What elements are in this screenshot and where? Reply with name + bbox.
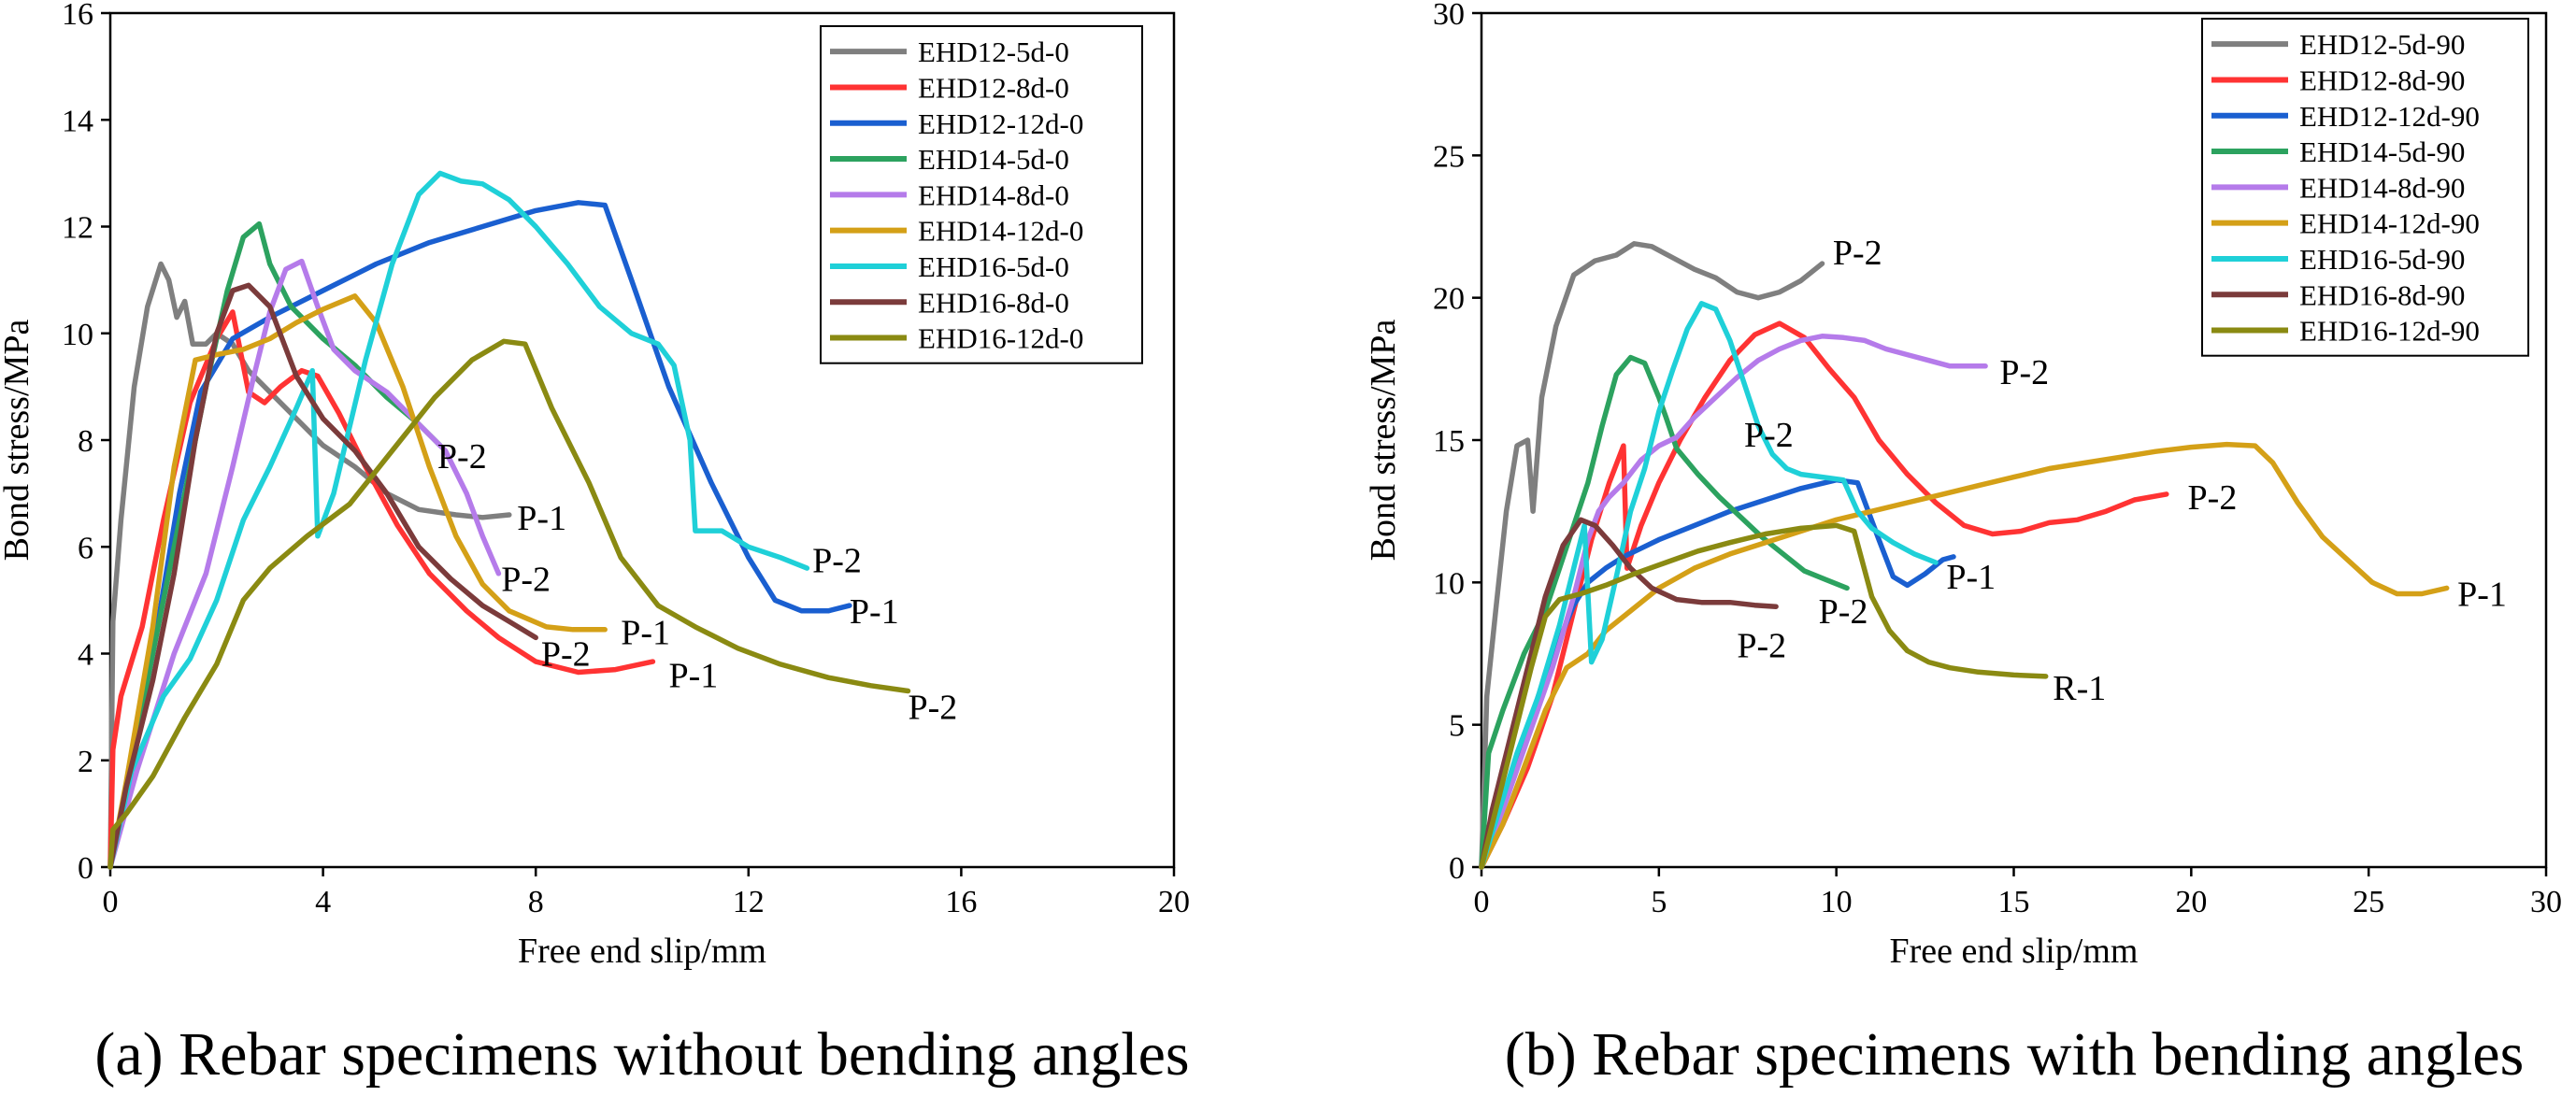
legend-label: EHD16-8d-90 bbox=[2299, 278, 2465, 311]
legend-label: EHD12-12d-0 bbox=[918, 107, 1083, 140]
y-tick-label: 10 bbox=[62, 318, 93, 352]
y-tick-label: 20 bbox=[1433, 282, 1465, 317]
legend-label: EHD12-5d-90 bbox=[2299, 28, 2465, 61]
y-tick-label: 14 bbox=[62, 104, 93, 138]
legend-label: EHD14-5d-0 bbox=[918, 143, 1069, 176]
series-line-ehd12-8d-0 bbox=[107, 309, 656, 870]
x-tick-label: 16 bbox=[945, 885, 977, 919]
x-tick-label: 0 bbox=[1474, 885, 1490, 919]
panel-caption: (b) Rebar specimens with bending angles bbox=[1505, 1020, 2525, 1089]
failure-mode-label: P-1 bbox=[850, 592, 899, 632]
failure-mode-label: P-2 bbox=[2188, 478, 2238, 518]
series-line-ehd12-12d-0 bbox=[107, 200, 852, 870]
series-line-ehd14-12d-0 bbox=[107, 293, 608, 870]
failure-mode-label: P-2 bbox=[1833, 234, 1882, 273]
y-tick-label: 10 bbox=[1433, 566, 1465, 601]
legend-label: EHD14-8d-0 bbox=[918, 178, 1069, 211]
failure-mode-label: P-2 bbox=[1737, 626, 1786, 665]
x-tick-label: 20 bbox=[1158, 885, 1190, 919]
failure-mode-label: P-2 bbox=[812, 542, 862, 581]
y-tick-label: 0 bbox=[1449, 851, 1465, 886]
x-tick-label: 30 bbox=[2530, 885, 2562, 919]
x-tick-label: 12 bbox=[733, 885, 765, 919]
legend-label: EHD14-8d-90 bbox=[2299, 171, 2465, 204]
y-tick-label: 6 bbox=[78, 531, 93, 565]
x-tick-label: 0 bbox=[103, 885, 119, 919]
failure-mode-label: P-2 bbox=[909, 689, 958, 728]
series-line-ehd16-5d-0 bbox=[107, 170, 810, 870]
legend-label: EHD14-12d-90 bbox=[2299, 207, 2480, 240]
panel-caption: (a) Rebar specimens without bending angl… bbox=[94, 1020, 1189, 1089]
legend-label: EHD16-12d-0 bbox=[918, 322, 1083, 355]
panel-b: 0 5 10 15 20 25 30 0 5 10 15 20 25 30 Free end slip/mm… bbox=[1364, 0, 2562, 1089]
x-tick-label: 4 bbox=[315, 885, 331, 919]
failure-mode-label: P-2 bbox=[1819, 592, 1868, 632]
legend-label: EHD16-8d-0 bbox=[918, 286, 1069, 319]
legend-label: EHD12-8d-90 bbox=[2299, 64, 2465, 96]
y-tick-label: 2 bbox=[78, 745, 93, 779]
legend-label: EHD16-5d-0 bbox=[918, 250, 1069, 283]
x-tick-label: 10 bbox=[1821, 885, 1853, 919]
failure-mode-label: P-1 bbox=[621, 614, 670, 653]
series-line-ehd14-12d-90 bbox=[1479, 441, 2450, 870]
y-tick-label: 15 bbox=[1433, 424, 1465, 459]
legend-label: EHD14-5d-90 bbox=[2299, 135, 2465, 168]
series-line-ehd12-12d-90 bbox=[1479, 477, 1956, 870]
y-axis-title: Bond stress/MPa bbox=[0, 320, 36, 562]
y-tick-label: 25 bbox=[1433, 139, 1465, 174]
legend-label: EHD16-12d-90 bbox=[2299, 315, 2480, 348]
x-tick-label: 5 bbox=[1651, 885, 1667, 919]
y-tick-label: 5 bbox=[1449, 709, 1465, 744]
series-line-ehd12-8d-90 bbox=[1479, 320, 2169, 870]
y-tick-label: 0 bbox=[78, 851, 93, 886]
legend-label: EHD12-12d-90 bbox=[2299, 100, 2480, 133]
failure-mode-label: R-1 bbox=[2053, 669, 2106, 708]
y-tick-label: 12 bbox=[62, 211, 93, 246]
y-tick-label: 30 bbox=[1433, 0, 1465, 32]
legend-label: EHD12-5d-0 bbox=[918, 36, 1069, 68]
x-tick-label: 25 bbox=[2353, 885, 2384, 919]
y-tick-label: 8 bbox=[78, 424, 93, 459]
series-line-ehd16-8d-0 bbox=[107, 282, 538, 870]
failure-mode-label: P-1 bbox=[517, 499, 566, 538]
y-tick-label: 16 bbox=[62, 0, 93, 32]
failure-mode-label: P-2 bbox=[437, 437, 487, 477]
series-line-ehd16-5d-90 bbox=[1479, 301, 1939, 870]
failure-mode-label: P-2 bbox=[1744, 416, 1794, 455]
series-line-ehd16-8d-90 bbox=[1479, 517, 1779, 870]
failure-mode-label: P-1 bbox=[1946, 558, 1996, 597]
failure-mode-label: P-1 bbox=[668, 656, 718, 695]
legend-label: EHD16-5d-90 bbox=[2299, 243, 2465, 276]
failure-mode-label: P-2 bbox=[541, 635, 591, 675]
panel-a: 0 4 8 12 16 20 0 2 4 6 8 10 12 14 16 Free end slip/mm Bo… bbox=[0, 0, 1190, 1089]
y-tick-label: 4 bbox=[78, 638, 93, 673]
series-line-ehd14-8d-0 bbox=[107, 258, 502, 870]
x-axis-title: Free end slip/mm bbox=[1890, 932, 2139, 971]
x-tick-label: 15 bbox=[1998, 885, 2030, 919]
legend: EHD12-5d-0EHD12-8d-0EHD12-12d-0EHD14-5d-… bbox=[820, 25, 1143, 364]
legend-label: EHD14-12d-0 bbox=[918, 215, 1083, 248]
y-axis-title: Bond stress/MPa bbox=[1364, 320, 1403, 562]
series-line-ehd16-12d-90 bbox=[1479, 522, 2049, 870]
x-tick-label: 20 bbox=[2175, 885, 2207, 919]
failure-mode-label: P-2 bbox=[501, 561, 551, 600]
x-tick-label: 8 bbox=[528, 885, 544, 919]
x-axis-title: Free end slip/mm bbox=[518, 932, 766, 971]
failure-mode-label: P-2 bbox=[1999, 353, 2049, 392]
failure-mode-label: P-1 bbox=[2457, 576, 2507, 615]
series-line-ehd14-8d-90 bbox=[1479, 334, 1988, 870]
series-line-ehd12-5d-90 bbox=[1479, 241, 1825, 870]
legend: EHD12-5d-90EHD12-8d-90EHD12-12d-90EHD14-… bbox=[2201, 18, 2529, 357]
series-line-ehd16-12d-0 bbox=[107, 338, 911, 870]
legend-label: EHD12-8d-0 bbox=[918, 71, 1069, 104]
